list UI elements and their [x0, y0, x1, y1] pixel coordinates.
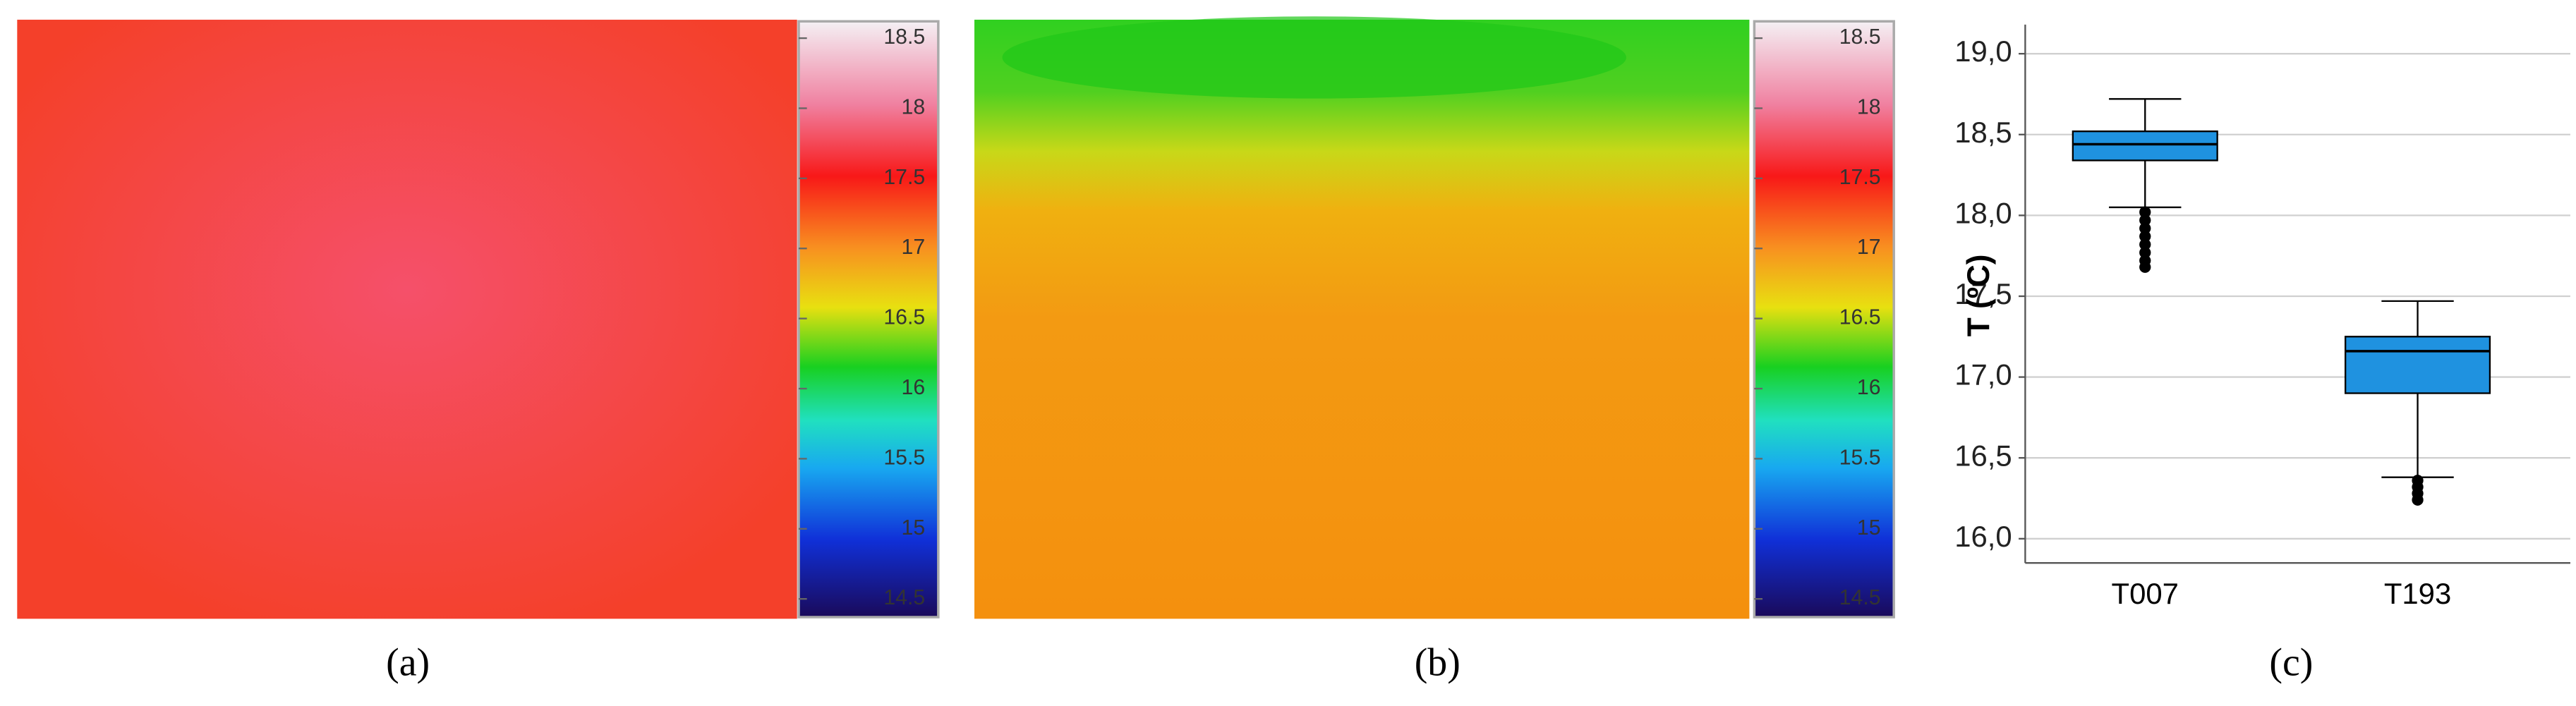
y-tick-label: 17,5 [1954, 277, 2012, 310]
box [2344, 336, 2491, 394]
colorbar-label: 16 [1857, 376, 1881, 399]
outlier [2139, 214, 2151, 226]
colorbar-label: 18.5 [1839, 25, 1881, 49]
outlier [2139, 231, 2151, 243]
y-tick-label: 19,0 [1954, 35, 2012, 68]
y-tick-label: 16,0 [1954, 520, 2012, 553]
thermal-image-b [974, 19, 1750, 619]
y-tick-label: 16,5 [1954, 439, 2012, 472]
outlier [2139, 206, 2151, 218]
colorbar-label: 17 [1857, 236, 1881, 259]
colorbar-label: 16.5 [1839, 306, 1881, 329]
colorbar-label: 14.5 [883, 586, 925, 609]
colorbar [797, 20, 940, 619]
y-axis-label: T (ºC) [1961, 254, 1996, 336]
caption: (a) [386, 641, 430, 685]
x-tick-label: T193 [2384, 577, 2451, 610]
colorbar-label: 18.5 [883, 25, 925, 49]
cold-region [1002, 16, 1626, 99]
outlier [2139, 238, 2151, 250]
colorbar-label: 15.5 [883, 446, 925, 469]
colorbar-label: 16 [902, 376, 926, 399]
outlier [2139, 222, 2151, 234]
colorbar-label: 15 [1857, 516, 1881, 540]
colorbar-label: 16.5 [883, 306, 925, 329]
caption: (b) [1415, 641, 1461, 685]
colorbar [1753, 20, 1895, 619]
colorbar-label: 17 [902, 236, 926, 259]
colorbar-label: 18 [1857, 95, 1881, 118]
outlier [2139, 261, 2151, 273]
colorbar-label: 14.5 [1839, 586, 1881, 609]
colorbar-label: 17.5 [883, 166, 925, 189]
thermal-image-a [17, 19, 797, 619]
y-tick-label: 18,5 [1954, 116, 2012, 149]
x-tick-label: T007 [2112, 577, 2179, 610]
y-tick-label: 18,0 [1954, 196, 2012, 229]
box [2072, 130, 2218, 162]
caption: (c) [2269, 641, 2313, 685]
colorbar-label: 17.5 [1839, 166, 1881, 189]
outlier [2412, 494, 2424, 506]
colorbar-label: 15.5 [1839, 446, 1881, 469]
outlier [2139, 246, 2151, 259]
colorbar-label: 15 [902, 516, 926, 540]
y-tick-label: 17,0 [1954, 358, 2012, 391]
colorbar-label: 18 [902, 95, 926, 118]
